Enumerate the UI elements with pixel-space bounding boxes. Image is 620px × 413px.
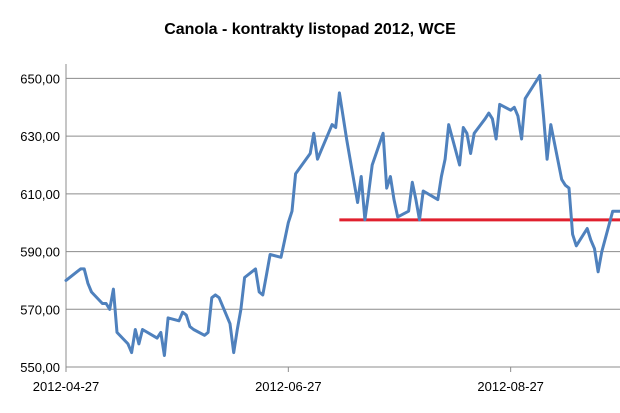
- x-axis: 2012-04-27 2012-06-27 2012-08-27: [33, 366, 620, 394]
- y-axis: 550,00 570,00 590,00 610,00 630,00 650,00: [20, 64, 67, 375]
- plot-area: [64, 74, 620, 357]
- x-tick-label: 2012-08-27: [477, 379, 544, 394]
- x-tick-label: 2012-06-27: [255, 379, 322, 394]
- y-tick-label: 570,00: [20, 302, 60, 317]
- y-tick-label: 550,00: [20, 360, 60, 375]
- y-tick-label: 630,00: [20, 129, 60, 144]
- y-tick-label: 590,00: [20, 245, 60, 260]
- series-line: [64, 74, 620, 357]
- chart-title: Canola - kontrakty listopad 2012, WCE: [164, 21, 456, 38]
- y-tick-label: 650,00: [20, 71, 60, 86]
- x-tick-label: 2012-04-27: [33, 379, 100, 394]
- y-tick-label: 610,00: [20, 187, 60, 202]
